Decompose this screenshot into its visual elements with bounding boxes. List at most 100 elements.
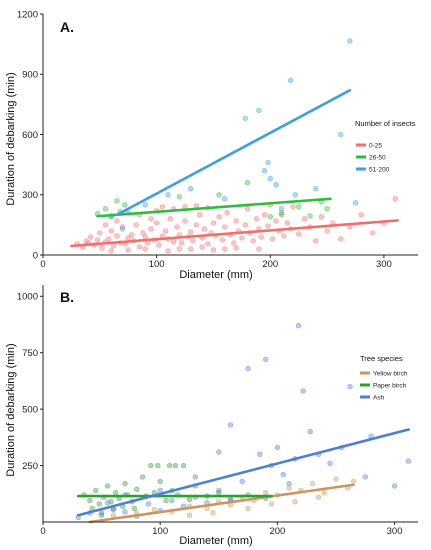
panel-a-point-0-25-98 (114, 218, 120, 224)
panel-a-point-26-50-5 (122, 202, 128, 208)
panel-b-legend: Tree species Yellow birch Paper birch As… (360, 354, 408, 402)
panel-a-point-0-25-22 (140, 230, 146, 236)
panel-b-plot-area (75, 322, 412, 524)
panel-b-series-ash (75, 322, 412, 521)
legend-label-0-25: 0-25 (369, 143, 382, 150)
panel-a-point-0-25-95 (233, 245, 239, 251)
panel-a-y-tick-label-0: 0 (33, 250, 38, 261)
panel-b-y-tick-label-750: 750 (22, 348, 38, 359)
panel-a-point-26-50-9 (267, 214, 273, 220)
panel-b-point-paper-birch-33 (131, 505, 138, 512)
panel-a-plot-area (70, 38, 399, 254)
panel-a-point-51-200-8 (256, 107, 262, 114)
panel-b-point-paper-birch-17 (157, 478, 163, 485)
panel-b-point-yellow-birch-12 (286, 485, 292, 491)
panel-b-point-ash-32 (405, 458, 412, 464)
panel-a-point-51-200-1 (119, 226, 126, 232)
panel-a-point-0-25-107 (176, 246, 183, 252)
panel-a-point-0-25-30 (163, 228, 169, 234)
panel-a-point-0-25-71 (278, 210, 285, 216)
panel-b-point-ash-15 (245, 365, 251, 372)
panel-b-point-ash-14 (239, 478, 245, 485)
panel-b-y-tick-label-250: 250 (22, 461, 38, 472)
panel-a-point-0-25-72 (281, 233, 287, 239)
legend-label-yellow-birch: Yellow birch (373, 371, 408, 378)
panel-a-point-0-25-109 (222, 246, 228, 252)
panel-a-point-0-25-44 (201, 226, 208, 232)
panel-a-point-51-200-5 (188, 186, 194, 192)
panel-a-x-tick-label-300: 300 (376, 259, 392, 270)
panel-a-point-0-25-7 (97, 230, 103, 236)
panel-a-x-axis-title: Diameter (mm) (179, 269, 252, 281)
panel-a-point-0-25-23 (142, 234, 149, 240)
panel-a-point-0-25-36 (178, 240, 185, 246)
panel-b-point-ash-30 (362, 474, 368, 480)
panel-b-point-ash-37 (157, 487, 163, 494)
panel-b-label: B. (60, 289, 74, 305)
panel-a-y-axis-title: Duration of debarking (min) (5, 72, 17, 205)
panel-a-point-0-25-18 (128, 232, 135, 238)
panel-a-point-0-25-64 (258, 234, 264, 240)
panel-b: B. Duration of debarking (min) Diameter … (5, 285, 418, 547)
panel-a-point-0-25-57 (239, 235, 245, 241)
panel-a-point-0-25-68 (269, 236, 276, 242)
panel-a-point-51-200-17 (338, 131, 344, 138)
panel-b-point-ash-16 (257, 451, 263, 457)
panel-a-y-tick-label-600: 600 (22, 130, 38, 141)
panel-b-y-tick-label-500: 500 (22, 404, 38, 415)
panel-a-point-51-200-11 (267, 176, 273, 182)
panel-a-point-0-25-34 (174, 224, 180, 230)
panel-b-point-ash-25 (307, 429, 313, 435)
panel-b-x-tick-label-300: 300 (387, 526, 403, 537)
panel-b-point-paper-birch-36 (172, 462, 179, 469)
panel-b-point-yellow-birch-20 (210, 510, 216, 516)
panel-a-point-26-50-12 (307, 213, 313, 219)
panel-b-point-ash-8 (169, 497, 175, 504)
panel-a-point-0-25-21 (136, 244, 143, 250)
panel-a-point-0-25-94 (210, 247, 217, 253)
panel-a-point-26-50-1 (102, 206, 109, 212)
panel-a-point-0-25-106 (148, 216, 154, 222)
panel-a-point-0-25-45 (205, 241, 211, 247)
panel-b-point-ash-4 (122, 509, 128, 515)
panel-a-point-0-25-50 (219, 237, 226, 243)
panel-a-point-0-25-27 (153, 220, 160, 226)
panel-b-point-yellow-birch-2 (151, 506, 158, 513)
panel-a-point-0-25-92 (165, 248, 171, 254)
panel-b-y-axis-title: Duration of debarking (min) (5, 343, 17, 476)
panel-a-series-0-25 (74, 196, 398, 254)
panel-b-point-yellow-birch-10 (263, 490, 269, 496)
panel-a-point-0-25-37 (182, 218, 188, 224)
panel-b-point-ash-6 (145, 501, 152, 507)
panel-b-point-ash-20 (280, 471, 286, 478)
panel-a-legend-title: Number of insects (355, 119, 416, 128)
panel-b-point-ash-21 (286, 480, 292, 487)
panel-b-point-yellow-birch-16 (333, 476, 339, 482)
panel-a-legend: Number of insects 0-25 26-50 51-200 (355, 119, 416, 174)
panel-b-point-yellow-birch-22 (292, 499, 298, 505)
panel-b-point-ash-12 (216, 487, 222, 494)
panel-b-point-yellow-birch-23 (315, 494, 322, 500)
panel-b-point-paper-birch-9 (122, 480, 128, 487)
panel-b-point-paper-birch-2 (92, 487, 99, 494)
panel-b-point-ash-2 (98, 512, 105, 518)
panel-b-x-axis-title: Diameter (mm) (179, 535, 252, 547)
panel-a-point-0-25-73 (284, 220, 290, 226)
panel-a-point-51-200-12 (273, 182, 279, 188)
panel-a-point-0-25-42 (197, 212, 203, 218)
panel-a-trend-line-0-25 (70, 219, 399, 248)
panel-a-trend-line-26-50 (96, 197, 332, 218)
panel-b-point-paper-birch-12 (134, 486, 140, 492)
panel-a-trend-line-51-200 (115, 89, 352, 217)
panel-a-point-0-25-77 (301, 216, 308, 222)
panel-a-point-0-25-6 (94, 237, 101, 243)
panel-a-point-0-25-83 (338, 236, 344, 242)
panel-b-point-ash-19 (274, 444, 281, 451)
panel-a-y-tick-label-1200: 1200 (17, 9, 38, 20)
panel-a-point-0-25-76 (296, 231, 302, 237)
panel-a-point-26-50-11 (296, 204, 302, 210)
panel-a-point-26-50-7 (216, 192, 222, 198)
panel-a-point-26-50-10 (278, 212, 285, 218)
panel-a-point-0-25-91 (142, 246, 149, 252)
panel-a-point-26-50-8 (244, 180, 251, 186)
